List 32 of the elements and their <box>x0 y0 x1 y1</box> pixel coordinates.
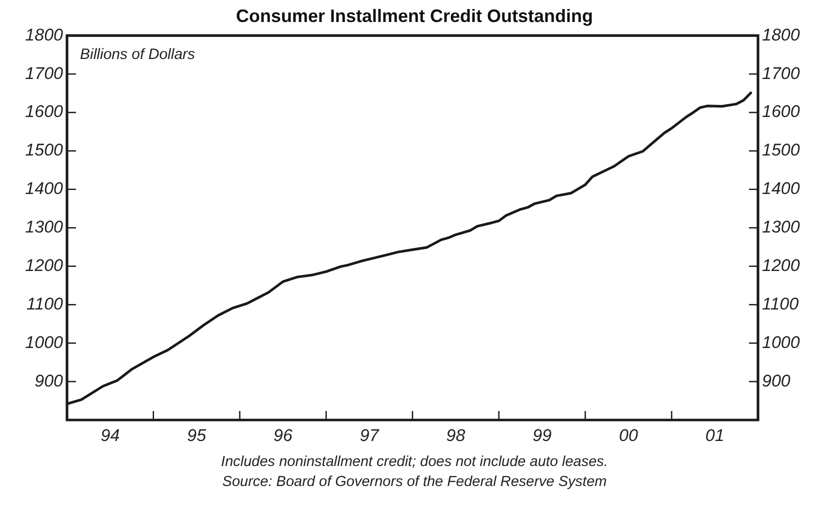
y2-tick-label: 1700 <box>762 64 800 83</box>
chart-title: Consumer Installment Credit Outstanding <box>236 6 594 26</box>
text: Includes noninstallment credit; does not include auto leases. <box>221 453 608 472</box>
x-tick-label: 97 <box>360 426 380 445</box>
y2-tick-label: 1000 <box>762 332 800 352</box>
y-tick-label: 1000 <box>25 332 64 352</box>
y-tick-label: 1800 <box>25 25 64 44</box>
x-tick-label: 94 <box>100 426 120 445</box>
y-tick-label: 1200 <box>25 256 64 275</box>
y-tick-label: 1300 <box>25 218 64 237</box>
x-tick-label: 98 <box>446 426 466 445</box>
y-tick-label: 900 <box>34 371 64 390</box>
y2-tick-label: 1800 <box>762 25 800 44</box>
y2-tick-label: 900 <box>762 371 791 390</box>
y2-tick-label: 1200 <box>762 256 800 275</box>
x-tick-label: 96 <box>273 426 293 445</box>
y-tick-label: 1500 <box>25 140 64 160</box>
y-tick-label: 1100 <box>26 294 64 314</box>
x-tick-label: 99 <box>532 426 552 445</box>
x-tick-label: 01 <box>705 426 724 445</box>
y2-tick-label: 1500 <box>762 140 800 160</box>
x-tick-label: 95 <box>187 426 207 445</box>
y2-tick-label: 1100 <box>762 294 800 314</box>
y-tick-label: 1700 <box>25 64 64 83</box>
y2-tick-label: 1300 <box>762 218 800 237</box>
y-tick-label: 1600 <box>25 102 64 122</box>
source-note: Source: Board of Governors of the Federal Reserve System <box>222 473 607 492</box>
x-tick-label: 00 <box>618 426 638 445</box>
y2-tick-label: 1400 <box>762 179 800 198</box>
y-axis-title: Billions of Dollars <box>80 46 196 63</box>
y-tick-label: 1400 <box>25 179 64 198</box>
y2-tick-label: 1600 <box>762 102 800 122</box>
